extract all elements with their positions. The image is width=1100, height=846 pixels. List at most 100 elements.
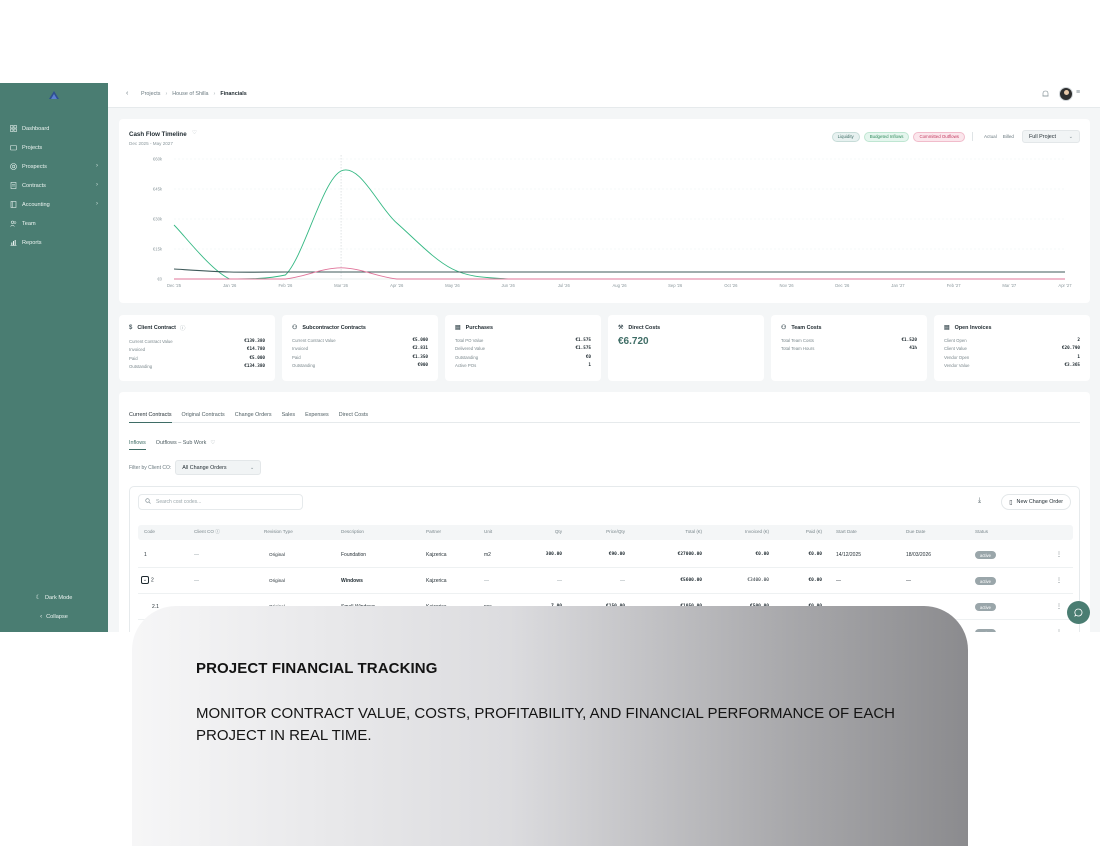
subtab-outflows[interactable]: Outflows – Sub Work ♡ xyxy=(156,436,215,450)
col-due-date[interactable]: Due Date xyxy=(906,529,926,534)
col-unit[interactable]: Unit xyxy=(484,529,493,534)
cash-flow-card: Cash Flow Timeline ♡ Dec 2025 - May 2027… xyxy=(119,119,1090,303)
col-start-date[interactable]: Start Date xyxy=(836,529,857,534)
x-tick-label: Sep '26 xyxy=(668,283,683,288)
cell-total: €5600.00 xyxy=(680,578,702,583)
row-label: Vendor Open xyxy=(944,354,970,360)
sidebar-item-projects[interactable]: Projects xyxy=(0,138,108,157)
col-invoiced[interactable]: Invoiced (€) xyxy=(744,529,769,534)
tab-change-orders[interactable]: Change Orders xyxy=(234,412,272,418)
card-title: Direct Costs xyxy=(628,324,661,331)
col-price[interactable]: Price/Qty xyxy=(606,529,625,534)
table-row[interactable]: 1 — Original Foundation Kajzerica m2 300… xyxy=(138,542,1073,568)
sidebar-item-prospects[interactable]: Prospects › xyxy=(0,157,108,176)
x-tick-label: Aug '26 xyxy=(612,283,627,288)
breadcrumb-project[interactable]: House of Shilla xyxy=(172,91,209,97)
cell-qty: 300.00 xyxy=(545,552,562,557)
summary-row: Outstanding €0 xyxy=(455,353,591,362)
cash-flow-chart[interactable]: €0 €15k €30k €45k €60k Dec '25 Jan '26 Feb '26… xyxy=(119,119,1090,303)
col-revision-type[interactable]: Revision Type xyxy=(264,529,293,534)
row-label: Client Value xyxy=(944,346,967,352)
row-value: 1 xyxy=(588,363,591,369)
subcontractor-contracts-card[interactable]: ⚇ Subcontractor Contracts Current Contrac… xyxy=(282,315,438,381)
x-tick-label: Jan '27 xyxy=(891,283,905,288)
tab-current-contracts[interactable]: Current Contracts xyxy=(129,407,172,423)
client-co-select[interactable]: All Change Orders ⌄ xyxy=(175,460,262,475)
more-icon[interactable]: ⋮ xyxy=(1056,604,1062,610)
target-icon xyxy=(9,163,17,171)
collapse-button[interactable]: ‹ Collapse xyxy=(0,607,108,626)
cell-invoiced: €3400.00 xyxy=(747,578,769,583)
chevron-right-icon: › xyxy=(96,182,98,188)
dark-mode-toggle[interactable]: ☾ Dark Mode xyxy=(0,588,108,607)
open-invoices-card[interactable]: ▤ Open Invoices Client Open 2 Client Value… xyxy=(934,315,1090,381)
sidebar-item-contracts[interactable]: Contracts › xyxy=(0,176,108,195)
sidebar-item-reports[interactable]: Reports xyxy=(0,233,108,252)
col-code[interactable]: Code xyxy=(144,529,155,534)
more-icon[interactable]: ⋮ xyxy=(1056,578,1062,584)
team-costs-card[interactable]: ⚇ Team Costs Total Team Costs €1.520 Total… xyxy=(771,315,927,381)
filter-bar: Filter by Client CO: All Change Orders ⌄ xyxy=(129,460,262,475)
sidebar-item-dashboard[interactable]: Dashboard xyxy=(0,119,108,138)
search-input[interactable] xyxy=(156,499,296,505)
info-icon[interactable]: ⓘ xyxy=(179,326,186,332)
legend-budgeted-inflows[interactable]: Budgeted Inflows xyxy=(863,131,910,142)
breadcrumb-projects[interactable]: Projects xyxy=(141,91,161,97)
col-paid[interactable]: Paid (€) xyxy=(805,529,822,534)
chevron-down-icon[interactable]: ⌄ xyxy=(141,576,149,584)
avatar[interactable] xyxy=(1059,87,1073,101)
moon-icon: ☾ xyxy=(35,595,42,601)
logo-icon[interactable] xyxy=(48,90,60,100)
col-description[interactable]: Description xyxy=(341,529,364,534)
legend-committed-outflows[interactable]: Committed Outflows xyxy=(913,131,965,142)
subtab-inflows[interactable]: Inflows xyxy=(129,436,146,450)
status-badge: active xyxy=(975,577,996,585)
chat-button[interactable] xyxy=(1067,601,1090,624)
download-icon[interactable]: ⤓ xyxy=(978,497,982,504)
tab-direct-costs[interactable]: Direct Costs xyxy=(338,412,369,418)
cell-unit: — xyxy=(484,578,489,584)
direct-costs-card[interactable]: ⚒ Direct Costs €6.720 xyxy=(608,315,764,381)
summary-row: Outstanding €900 xyxy=(292,362,428,371)
toggle-billed[interactable]: Billed xyxy=(1002,134,1014,139)
tab-expenses[interactable]: Expenses xyxy=(305,412,329,418)
table-row[interactable]: ⌄ 2 — Original Windows Kajzerica — — — €5… xyxy=(138,568,1073,594)
bell-icon[interactable] xyxy=(1042,90,1049,100)
cell-revision: Original xyxy=(269,552,285,557)
legend-liquidity[interactable]: Liquidity xyxy=(831,131,860,142)
x-tick-label: Jun '26 xyxy=(501,283,515,288)
table-row[interactable]: active ⋮ xyxy=(138,620,1073,632)
summary-row: Total PO Value €1.575 xyxy=(455,336,591,345)
more-icon[interactable]: ⋮ xyxy=(1056,552,1062,558)
x-tick-label: Dec '26 xyxy=(835,283,850,288)
tab-original-contracts[interactable]: Original Contracts xyxy=(181,412,225,418)
tab-sales[interactable]: Sales xyxy=(281,412,296,418)
new-change-order-button[interactable]: ▯ New Change Order xyxy=(1001,494,1071,510)
range-select[interactable]: Full Project ⌄ xyxy=(1022,130,1080,143)
client-contract-card[interactable]: $ Client Contract ⓘ Current Contract Value… xyxy=(119,315,275,381)
sidebar-item-label: Reports xyxy=(22,239,42,246)
row-value: 1 xyxy=(1077,354,1080,360)
row-label: Paid xyxy=(292,354,301,360)
breadcrumb-separator: › xyxy=(213,91,216,97)
search-icon xyxy=(145,498,151,506)
sidebar-item-accounting[interactable]: Accounting › xyxy=(0,195,108,214)
feature-caption-panel: PROJECT FINANCIAL TRACKING MONITOR CONTR… xyxy=(132,606,968,846)
toggle-actual[interactable]: Actual xyxy=(983,134,997,139)
purchases-card[interactable]: ▤ Purchases Total PO Value €1.575 Delivere… xyxy=(445,315,601,381)
x-tick-label: Mar '27 xyxy=(1002,283,1017,288)
summary-row: Paid €5.000 xyxy=(129,354,265,363)
lightbulb-icon[interactable]: ♡ xyxy=(192,130,198,136)
breadcrumb: Projects › House of Shilla › Financials xyxy=(141,91,247,97)
col-client-co[interactable]: Client CO ⓘ xyxy=(194,529,220,535)
search-box[interactable] xyxy=(138,494,303,510)
col-qty[interactable]: Qty xyxy=(554,529,562,534)
status-badge: active xyxy=(975,603,996,611)
menu-icon[interactable]: ≡ xyxy=(1076,89,1081,96)
col-total[interactable]: Total (€) xyxy=(685,529,702,534)
more-icon[interactable]: ⋮ xyxy=(1056,629,1062,632)
sidebar-item-team[interactable]: Team xyxy=(0,214,108,233)
col-status[interactable]: Status xyxy=(975,529,989,534)
col-partner[interactable]: Partner xyxy=(426,529,442,534)
back-arrow-icon[interactable]: ‹ xyxy=(126,90,129,97)
